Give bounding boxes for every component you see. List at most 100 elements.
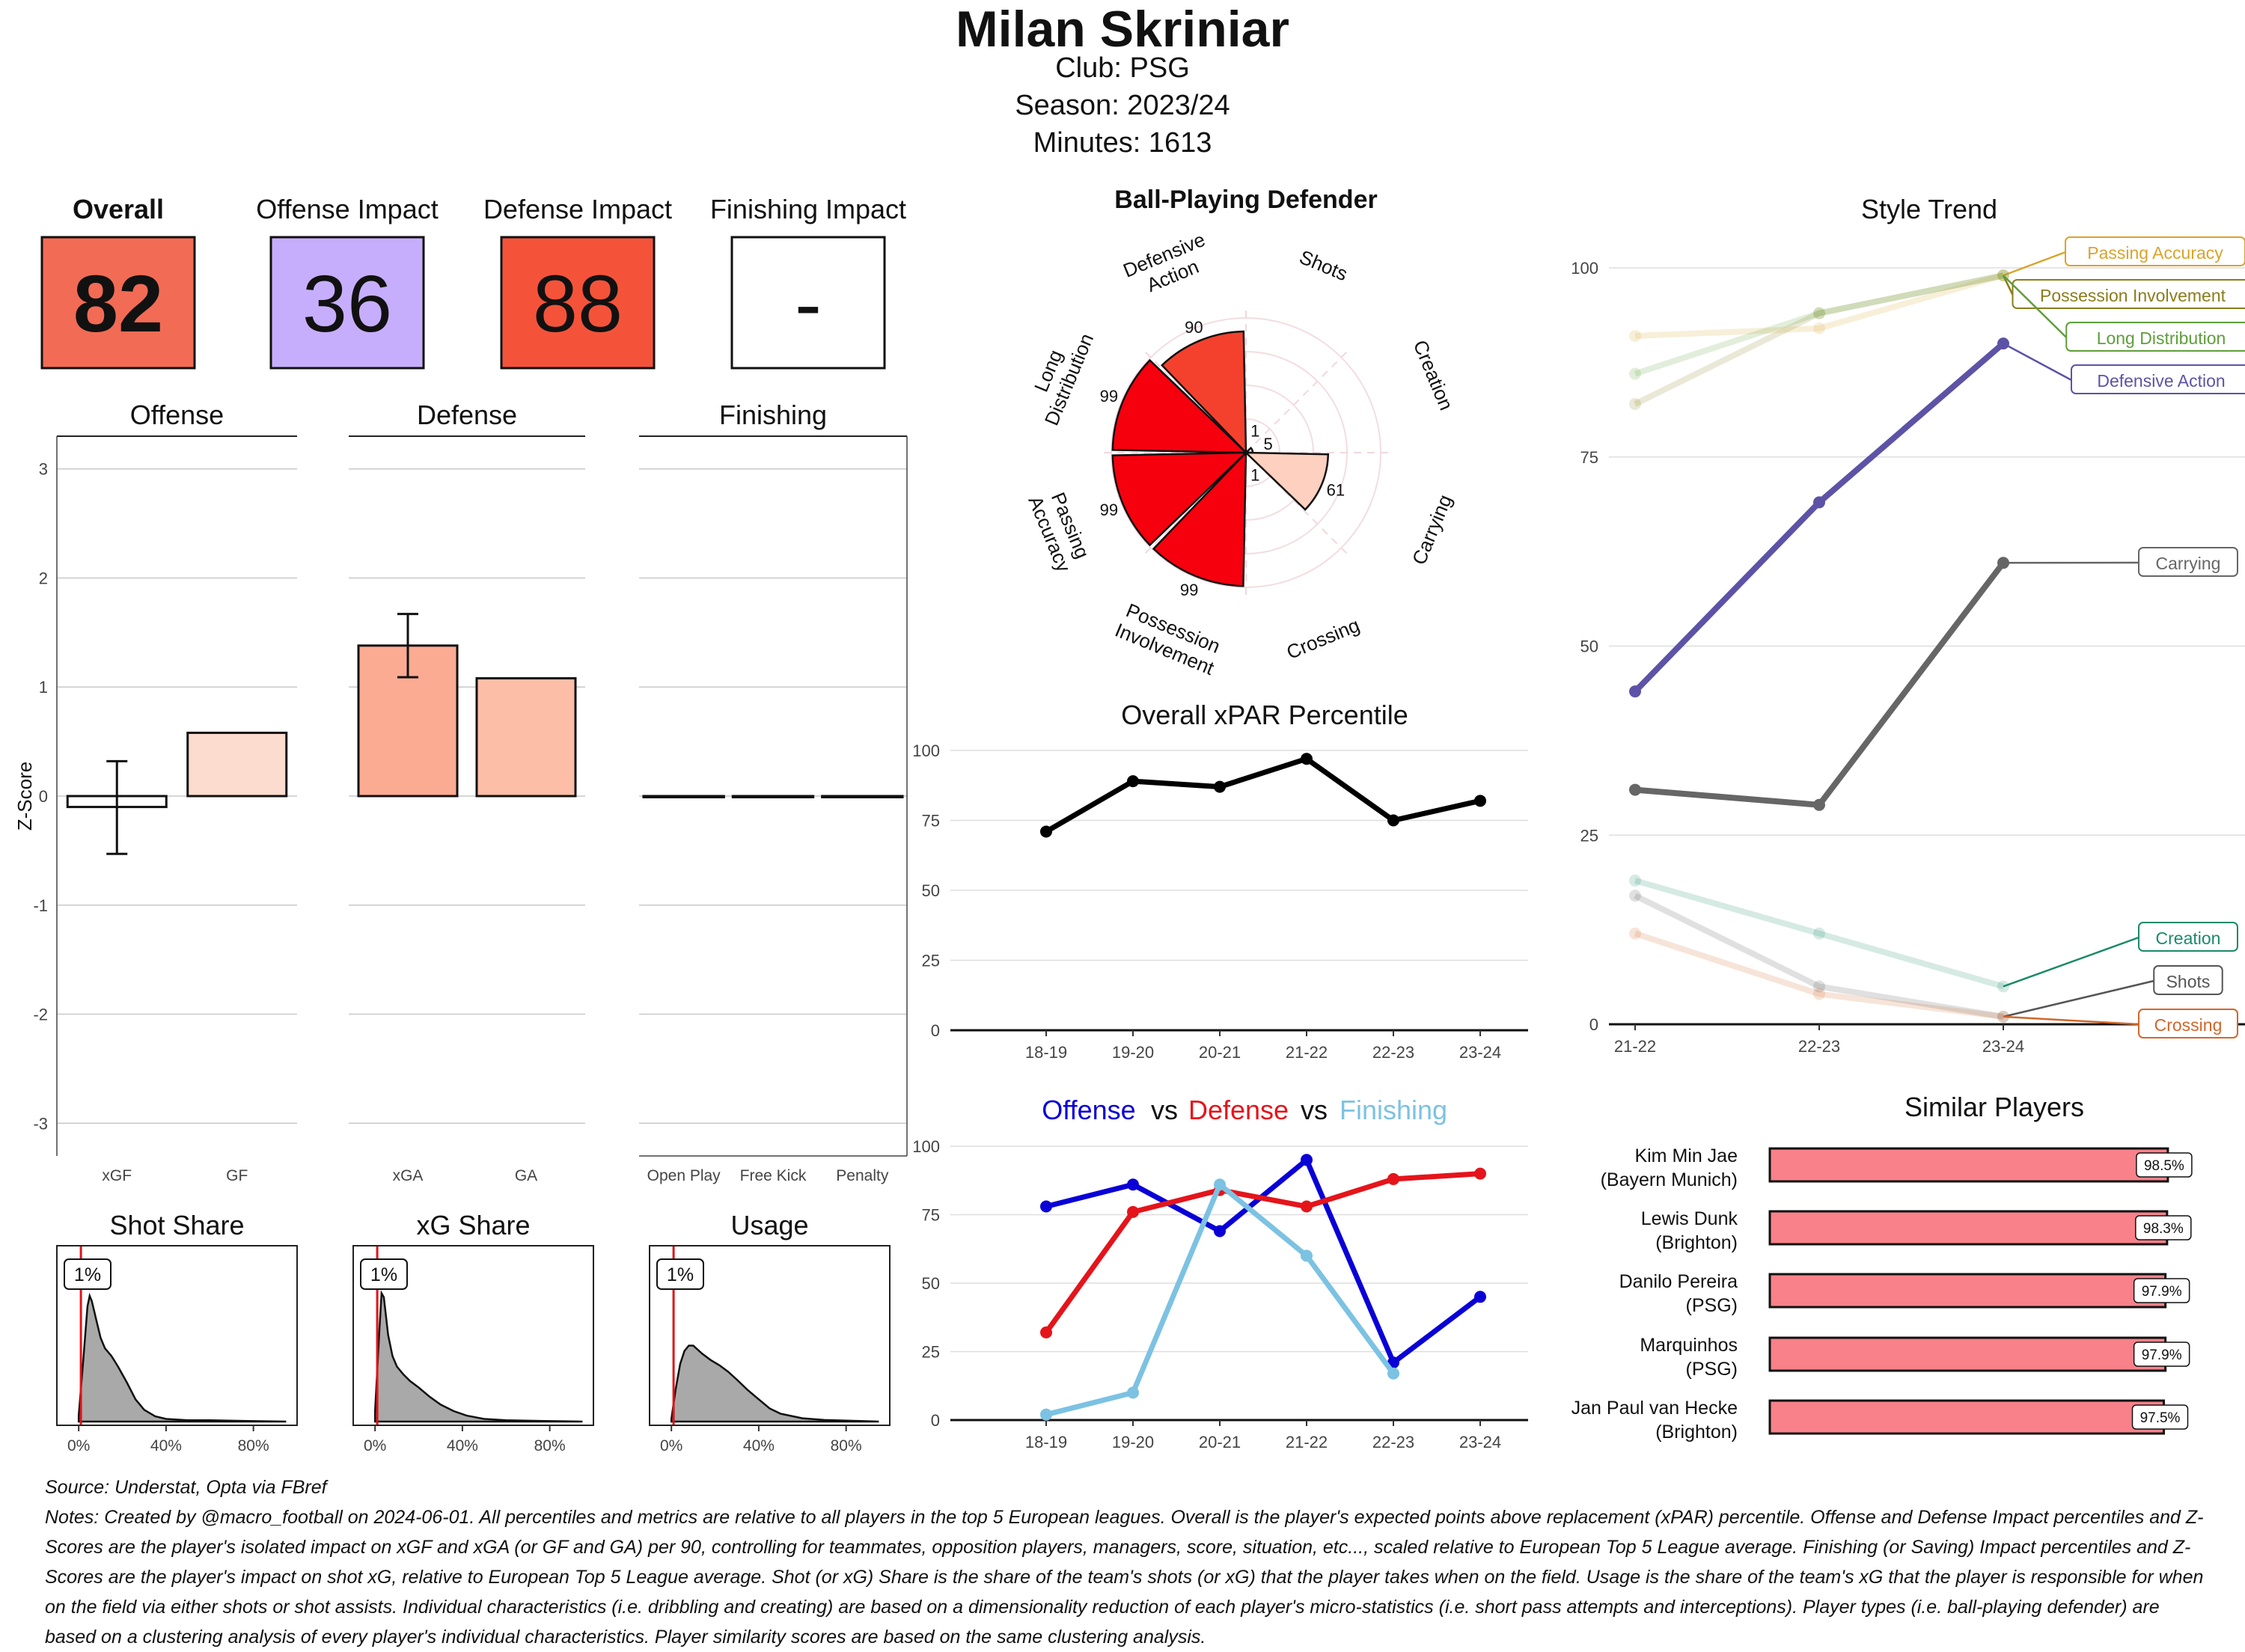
- data-point: [1301, 1201, 1313, 1213]
- similarity-bar: [1770, 1148, 2168, 1181]
- y-tick-label: 0: [39, 787, 48, 806]
- x-tick-label: 22-23: [1372, 1043, 1414, 1062]
- data-point: [1629, 685, 1641, 697]
- y-tick-label: 50: [922, 1274, 940, 1293]
- data-point: [1629, 890, 1641, 902]
- radar-value-label: 1: [1250, 421, 1259, 440]
- y-tick-label: 50: [922, 881, 940, 900]
- x-tick-label: 18-19: [1025, 1433, 1067, 1451]
- bar: [644, 796, 724, 798]
- data-point: [1629, 784, 1641, 796]
- label-leader: [2003, 343, 2071, 380]
- series-label: Passing Accuracy: [2087, 243, 2223, 263]
- series-label: Shots: [2166, 972, 2211, 991]
- y-tick-label: -1: [33, 896, 48, 915]
- percent-label: 1%: [370, 1264, 397, 1285]
- label-leader: [2003, 937, 2139, 986]
- radar-category-label: Creation: [1409, 337, 1458, 413]
- player-name-label: Lewis Dunk: [1641, 1208, 1738, 1229]
- x-tick-label: 23-24: [1459, 1043, 1501, 1062]
- series-line: [1046, 1184, 1393, 1414]
- label-leader: [2003, 1017, 2139, 1024]
- radar-category-label: PassingAccuracy: [1024, 484, 1096, 575]
- data-point: [1301, 1154, 1313, 1166]
- chart-title: Similar Players: [1905, 1092, 2084, 1122]
- radar-category-label: Shots: [1296, 245, 1351, 285]
- impact-label: Offense Impact: [256, 194, 438, 224]
- chart-title: Style Trend: [1861, 194, 1997, 224]
- bar: [188, 732, 287, 796]
- chart-title: Ball-Playing Defender: [1114, 186, 1377, 214]
- y-tick-label: 2: [39, 569, 48, 587]
- chart-title-part: Finishing: [1340, 1095, 1447, 1125]
- impact-value: 88: [533, 258, 623, 349]
- radar-value-label: 99: [1100, 501, 1118, 519]
- data-point: [1040, 1409, 1052, 1421]
- x-tick-label: 22-23: [1798, 1037, 1840, 1056]
- x-tick-label: xGA: [393, 1167, 424, 1184]
- y-tick-label: 50: [1580, 637, 1598, 656]
- player-club-label: (PSG): [1686, 1359, 1738, 1380]
- x-tick-label: 40%: [150, 1437, 182, 1454]
- source-note: Source: Understat, Opta via FBref: [45, 1472, 2215, 1502]
- x-tick-label: 21-22: [1286, 1043, 1328, 1062]
- data-point: [1813, 928, 1825, 940]
- x-tick-label: 0%: [364, 1437, 386, 1454]
- radar-category-word: Carrying: [1408, 492, 1456, 568]
- y-tick-label: 0: [1589, 1015, 1598, 1034]
- y-tick-label: 100: [912, 1137, 940, 1156]
- series-line: [1046, 1174, 1480, 1333]
- data-point: [1474, 795, 1486, 807]
- player-name-label: Kim Min Jae: [1634, 1145, 1738, 1166]
- x-tick-label: GA: [515, 1167, 537, 1184]
- panel-title: xG Share: [416, 1210, 530, 1240]
- series-label: Long Distribution: [2097, 328, 2226, 348]
- x-tick-label: Penalty: [836, 1167, 889, 1184]
- player-club-label: (Brighton): [1655, 1422, 1738, 1443]
- data-point: [1127, 1206, 1139, 1218]
- data-point: [1813, 322, 1825, 334]
- radar-value-label: 5: [1263, 435, 1272, 453]
- impact-value: -: [795, 258, 822, 349]
- y-axis-label: Z-Score: [13, 762, 36, 830]
- x-tick-label: 40%: [743, 1437, 775, 1454]
- x-tick-label: 20-21: [1199, 1433, 1241, 1451]
- data-point: [1629, 875, 1641, 887]
- data-point: [1474, 1168, 1486, 1180]
- x-tick-label: 23-24: [1459, 1433, 1501, 1451]
- chart-title: Overall xPAR Percentile: [1121, 700, 1408, 730]
- radar-value-label: 99: [1180, 581, 1198, 599]
- x-tick-label: xGF: [102, 1167, 132, 1184]
- bar: [822, 796, 902, 798]
- density-area: [671, 1346, 879, 1422]
- x-tick-label: 0%: [67, 1437, 90, 1454]
- x-tick-label: 18-19: [1025, 1043, 1067, 1062]
- y-tick-label: 1: [39, 678, 48, 697]
- radar-category-word: Shots: [1296, 245, 1351, 285]
- data-point: [1474, 1291, 1486, 1303]
- x-tick-label: 19-20: [1112, 1433, 1154, 1451]
- impact-value: 36: [302, 258, 392, 349]
- player-club-label: (Bayern Munich): [1601, 1169, 1738, 1190]
- methodology-notes: Notes: Created by @macro_football on 202…: [45, 1502, 2215, 1652]
- player-name-label: Danilo Pereira: [1619, 1271, 1738, 1292]
- data-point: [1387, 1368, 1399, 1380]
- panel-title: Usage: [730, 1210, 808, 1240]
- x-tick-label: 23-24: [1982, 1037, 2024, 1056]
- data-point: [1813, 308, 1825, 319]
- y-tick-label: 100: [1571, 259, 1598, 278]
- data-point: [1127, 1178, 1139, 1190]
- y-tick-label: 25: [922, 1343, 940, 1362]
- x-tick-label: Open Play: [647, 1167, 721, 1184]
- x-tick-label: 0%: [660, 1437, 682, 1454]
- y-tick-label: -2: [33, 1006, 48, 1024]
- x-tick-label: 40%: [447, 1437, 478, 1454]
- panel-title: Offense: [130, 400, 224, 430]
- y-tick-label: 100: [912, 741, 940, 760]
- data-point: [1040, 825, 1052, 837]
- similarity-label: 98.3%: [2143, 1221, 2184, 1237]
- percent-label: 1%: [74, 1264, 101, 1285]
- data-point: [1813, 988, 1825, 1000]
- data-point: [1127, 1386, 1139, 1398]
